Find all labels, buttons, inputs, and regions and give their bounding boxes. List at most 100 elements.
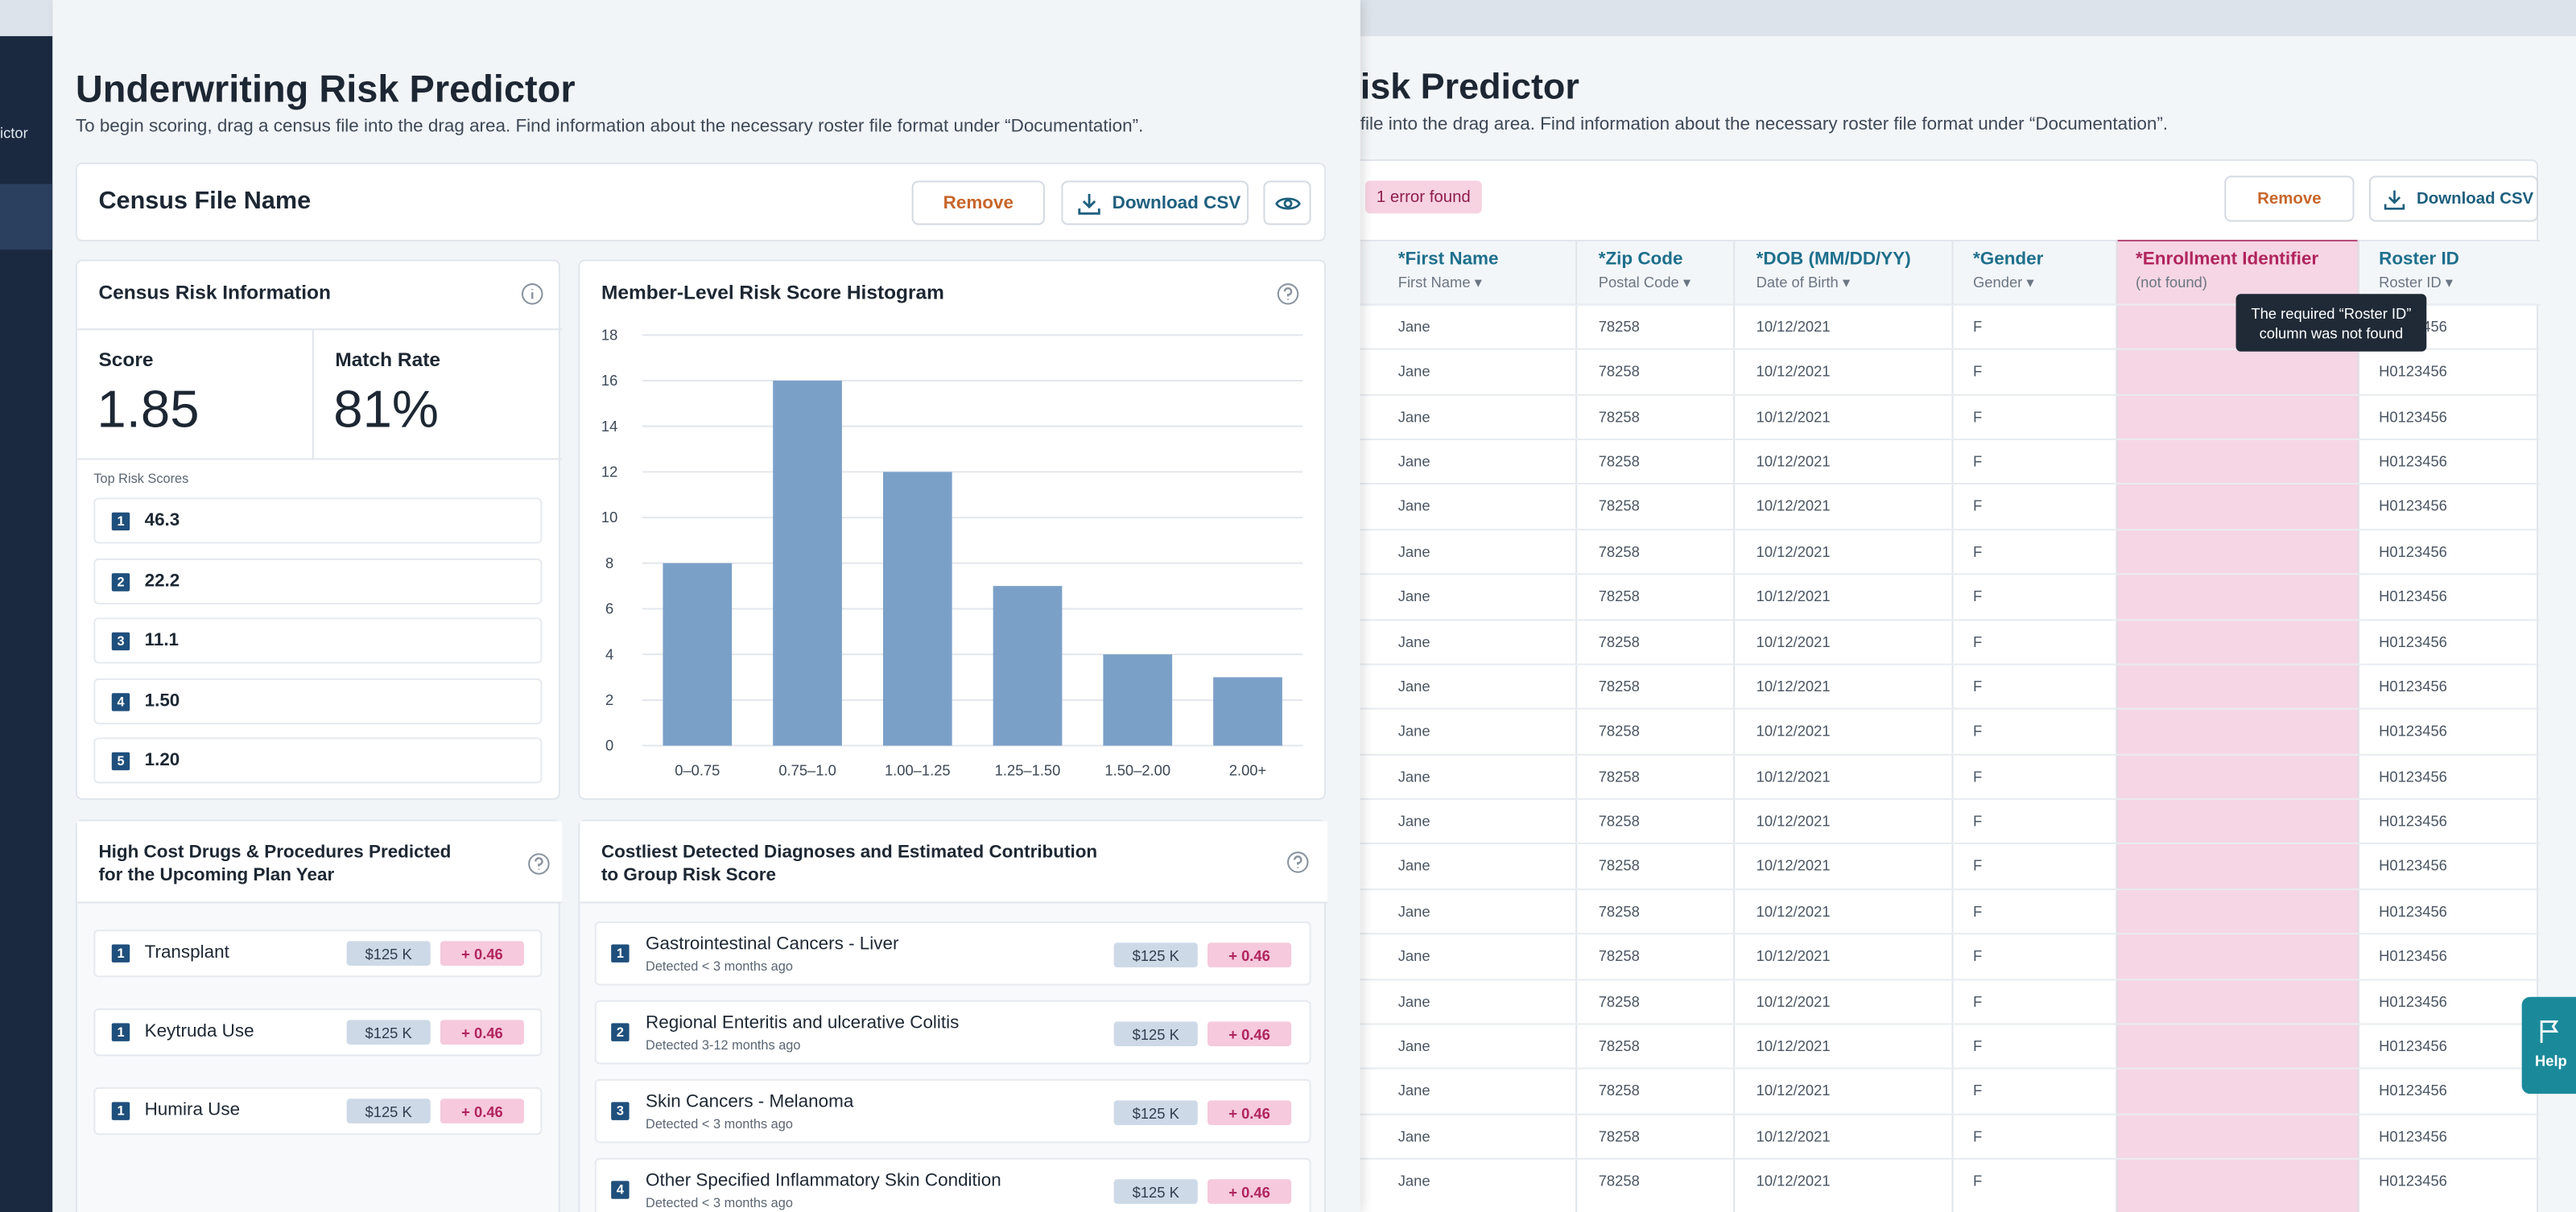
score-value: 1.85 [97,379,200,439]
sidebar-label: ictor [0,125,28,142]
download-button[interactable]: Download CSV [2368,175,2539,222]
cell: Jane [1397,453,1430,470]
column-divider [1733,239,1736,1212]
row-divider [1315,303,2541,306]
eye-icon [1275,197,1301,210]
error-badge: 1 error found [1364,180,1482,214]
diagnoses-header [580,821,1327,904]
rank-badge: 1 [111,512,130,531]
column-divider [2357,239,2359,1212]
cell: F [1973,453,1983,470]
cell: 10/12/2021 [1756,858,1831,875]
cell: Jane [1397,498,1430,515]
cell: F [1973,318,1983,336]
help-button[interactable]: Help [2521,996,2576,1095]
diagnosis-item: 2 Regional Enteritis and ulcerative Colit… [594,1000,1311,1065]
missing-column [2116,239,2359,1212]
bar [882,472,952,746]
cell: 10/12/2021 [1756,408,1831,426]
column-name: Roster ID [2379,249,2459,270]
diagnoses-card: Costliest Detected Diagnoses and Estimat… [578,819,1327,1212]
score-item: 5 1.20 [93,738,543,785]
delta-chip: + 0.46 [1208,942,1292,968]
modal-subtitle: To begin scoring, drag a census file int… [75,116,1144,137]
download-button[interactable]: Download CSV [1061,180,1249,225]
cell: Jane [1397,813,1430,830]
diagnosis-detected: Detected 3-12 months ago [646,1037,801,1053]
histogram-title: Member-Level Risk Score Histogram [601,280,944,304]
row-divider [1315,978,2541,980]
bar [773,381,842,746]
rank-badge: 1 [111,1023,130,1041]
row-divider [1315,348,2541,351]
rank-badge: 3 [111,633,130,651]
row-divider [1315,394,2541,396]
cell: H0123456 [2379,1127,2447,1144]
column-divider [1575,239,1578,1212]
cell: Jane [1397,543,1430,560]
row-divider [1315,618,2541,620]
row-divider [1315,933,2541,935]
cost-chip: $125 K [346,1020,431,1045]
cost-chip: $125 K [346,1099,431,1123]
row-divider [1315,1068,2541,1070]
score-label: Score [98,348,154,372]
cell: 10/12/2021 [1756,453,1831,470]
score-item-value: 46.3 [144,510,180,531]
row-divider [1315,528,2541,530]
cell: 78258 [1598,992,1640,1010]
y-tick-label: 2 [605,691,613,708]
cell: F [1973,1127,1983,1144]
cell: 10/12/2021 [1756,498,1831,515]
cell: 10/12/2021 [1756,903,1831,920]
cost-chip: $125 K [346,941,431,966]
score-item-value: 22.2 [144,571,180,591]
cell: F [1973,723,1983,740]
download-icon [1078,193,1100,215]
column-sub: Date of Birth [1757,274,1850,292]
remove-button[interactable]: Remove [2224,175,2355,222]
cell: 78258 [1598,903,1640,920]
cell: Jane [1397,633,1430,650]
score-item: 3 11.1 [93,617,543,664]
risk-card: Census Risk Information Score 1.85 Match… [75,259,562,800]
y-tick-label: 6 [605,600,613,617]
y-tick-label: 0 [605,737,613,754]
cell: 78258 [1598,768,1640,785]
diagnosis-item: 4 Other Specified Inflammatory Skin Condi… [594,1157,1311,1212]
delta-chip: + 0.46 [1208,1179,1292,1204]
rank-badge: 2 [111,572,130,591]
cell: 10/12/2021 [1756,588,1831,605]
column-divider [2116,239,2118,1212]
cell: F [1973,768,1983,785]
column-sub: Postal Code [1599,274,1690,292]
rank-badge: 1 [611,944,630,963]
risk-title: Census Risk Information [98,280,331,304]
cell: 10/12/2021 [1756,363,1831,381]
cell: H0123456 [2379,947,2447,965]
drug-name: Humira Use [144,1100,241,1120]
score-item: 4 1.50 [93,678,543,724]
sidebar-active[interactable] [0,183,53,250]
delta-chip: + 0.46 [1208,1100,1292,1125]
remove-button[interactable]: Remove [911,180,1045,225]
info-icon [521,283,543,305]
cell: 78258 [1598,813,1640,830]
tooltip: The required “Roster ID” column was not … [2235,294,2427,352]
cell: 78258 [1598,723,1640,740]
cell: 10/12/2021 [1756,1082,1831,1099]
cell: H0123456 [2379,992,2447,1010]
cell: F [1973,1082,1983,1099]
download-label: Download CSV [1112,192,1241,213]
modal: Underwriting Risk Predictor To begin sco… [52,0,1360,1212]
tooltip-text: The required “Roster ID” column was not … [2251,304,2412,341]
preview-button[interactable] [1263,180,1311,225]
cell: F [1973,1173,1983,1189]
cell: Jane [1397,858,1430,875]
cell: 78258 [1598,678,1640,695]
sidebar: ictor [0,35,53,1212]
cell: F [1973,588,1983,605]
rank-badge: 4 [111,692,130,711]
x-tick-label: 1.00–1.25 [885,761,951,778]
